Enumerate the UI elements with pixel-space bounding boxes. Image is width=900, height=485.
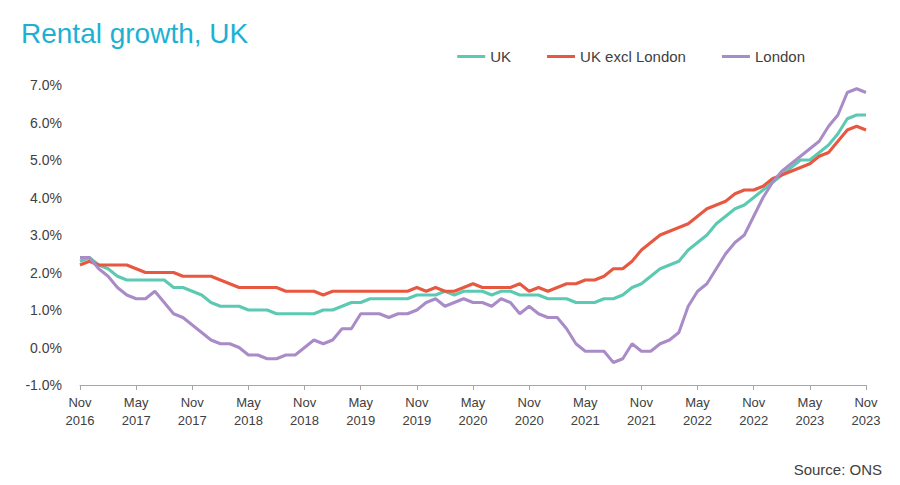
svg-text:6.0%: 6.0% xyxy=(30,115,62,131)
svg-text:2022: 2022 xyxy=(683,413,712,428)
svg-text:2018: 2018 xyxy=(290,413,319,428)
svg-text:0.0%: 0.0% xyxy=(30,340,62,356)
svg-text:2023: 2023 xyxy=(852,413,881,428)
svg-text:Nov: Nov xyxy=(405,395,429,410)
svg-text:7.0%: 7.0% xyxy=(30,77,62,93)
svg-text:1.0%: 1.0% xyxy=(30,302,62,318)
svg-text:-1.0%: -1.0% xyxy=(25,377,62,393)
svg-text:May: May xyxy=(573,395,598,410)
svg-text:2.0%: 2.0% xyxy=(30,265,62,281)
svg-text:2017: 2017 xyxy=(122,413,151,428)
svg-text:2021: 2021 xyxy=(571,413,600,428)
svg-text:2016: 2016 xyxy=(66,413,95,428)
svg-text:UK excl London: UK excl London xyxy=(580,48,686,65)
svg-text:2017: 2017 xyxy=(178,413,207,428)
svg-text:May: May xyxy=(236,395,261,410)
svg-text:UK: UK xyxy=(490,48,511,65)
svg-text:Nov: Nov xyxy=(293,395,317,410)
svg-text:Nov: Nov xyxy=(181,395,205,410)
svg-text:Source: ONS: Source: ONS xyxy=(794,461,882,478)
svg-text:3.0%: 3.0% xyxy=(30,227,62,243)
svg-text:May: May xyxy=(461,395,486,410)
svg-text:May: May xyxy=(685,395,710,410)
svg-text:Nov: Nov xyxy=(854,395,878,410)
svg-text:May: May xyxy=(798,395,823,410)
svg-text:Nov: Nov xyxy=(630,395,654,410)
svg-text:2023: 2023 xyxy=(795,413,824,428)
svg-text:Nov: Nov xyxy=(518,395,542,410)
svg-text:4.0%: 4.0% xyxy=(30,190,62,206)
svg-text:Rental growth, UK: Rental growth, UK xyxy=(21,18,249,49)
svg-text:2020: 2020 xyxy=(459,413,488,428)
svg-text:2022: 2022 xyxy=(739,413,768,428)
svg-text:Nov: Nov xyxy=(742,395,766,410)
svg-text:5.0%: 5.0% xyxy=(30,152,62,168)
svg-text:2020: 2020 xyxy=(515,413,544,428)
svg-text:May: May xyxy=(348,395,373,410)
svg-text:2019: 2019 xyxy=(402,413,431,428)
svg-text:May: May xyxy=(124,395,149,410)
svg-text:London: London xyxy=(755,48,805,65)
svg-text:2021: 2021 xyxy=(627,413,656,428)
svg-text:2019: 2019 xyxy=(346,413,375,428)
svg-text:2018: 2018 xyxy=(234,413,263,428)
svg-text:Nov: Nov xyxy=(68,395,92,410)
